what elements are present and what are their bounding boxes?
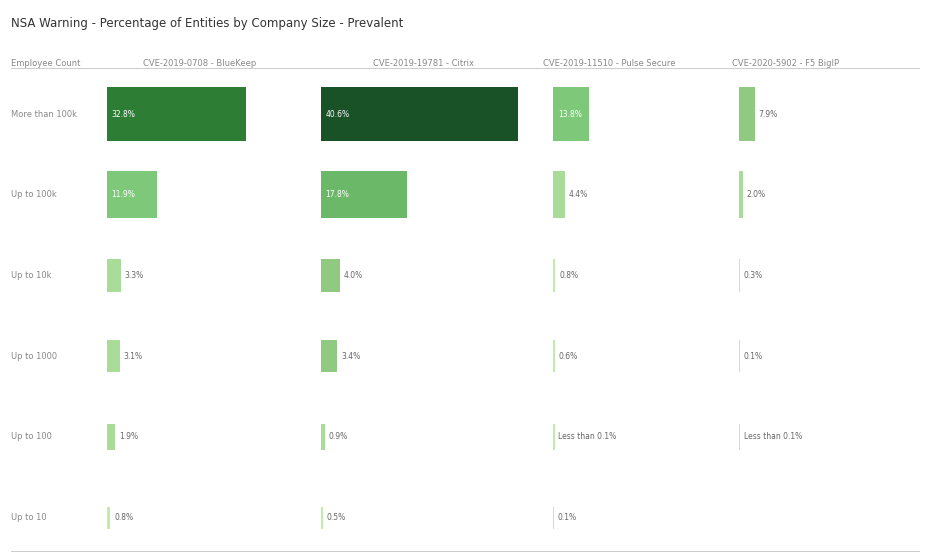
Bar	[321, 258, 340, 292]
Bar	[107, 340, 120, 372]
Text: CVE-2019-11510 - Pulse Secure: CVE-2019-11510 - Pulse Secure	[543, 59, 675, 68]
Text: 7.9%: 7.9%	[759, 109, 777, 118]
Text: 3.3%: 3.3%	[125, 271, 144, 280]
Bar	[553, 424, 554, 450]
Bar	[107, 507, 111, 528]
Text: CVE-2019-0708 - BlueKeep: CVE-2019-0708 - BlueKeep	[143, 59, 257, 68]
Text: 0.8%: 0.8%	[559, 271, 578, 280]
Bar	[321, 340, 338, 372]
Bar	[107, 258, 121, 292]
Bar	[553, 171, 565, 218]
Bar	[321, 507, 324, 528]
Text: Up to 1000: Up to 1000	[11, 352, 58, 360]
Text: More than 100k: More than 100k	[11, 109, 77, 118]
Text: Up to 100: Up to 100	[11, 432, 52, 441]
Text: 0.3%: 0.3%	[744, 271, 763, 280]
Text: Up to 100k: Up to 100k	[11, 190, 57, 199]
Text: Less than 0.1%: Less than 0.1%	[558, 432, 617, 441]
Bar	[553, 340, 555, 372]
Text: Employee Count: Employee Count	[11, 59, 81, 68]
Text: 3.1%: 3.1%	[124, 352, 143, 360]
Text: 40.6%: 40.6%	[326, 109, 350, 118]
Bar	[739, 424, 740, 450]
Bar	[553, 86, 589, 142]
Text: 11.9%: 11.9%	[112, 190, 136, 199]
Text: NSA Warning - Percentage of Entities by Company Size - Prevalent: NSA Warning - Percentage of Entities by …	[11, 17, 404, 30]
Bar	[739, 86, 755, 142]
Text: 4.4%: 4.4%	[568, 190, 588, 199]
Text: 17.8%: 17.8%	[326, 190, 350, 199]
Text: 1.9%: 1.9%	[119, 432, 138, 441]
Text: 3.4%: 3.4%	[341, 352, 360, 360]
Bar	[321, 171, 407, 218]
Bar	[321, 424, 325, 450]
Bar	[321, 86, 518, 142]
Text: 0.5%: 0.5%	[327, 513, 346, 522]
Text: 0.8%: 0.8%	[114, 513, 133, 522]
Bar	[107, 171, 157, 218]
Text: 32.8%: 32.8%	[112, 109, 136, 118]
Text: 0.9%: 0.9%	[329, 432, 348, 441]
Bar	[107, 424, 115, 450]
Text: Less than 0.1%: Less than 0.1%	[744, 432, 803, 441]
Bar	[739, 171, 743, 218]
Text: 0.1%: 0.1%	[743, 352, 763, 360]
Text: CVE-2020-5902 - F5 BigIP: CVE-2020-5902 - F5 BigIP	[732, 59, 840, 68]
Text: CVE-2019-19781 - Citrix: CVE-2019-19781 - Citrix	[373, 59, 473, 68]
Text: Up to 10: Up to 10	[11, 513, 46, 522]
Text: 0.1%: 0.1%	[557, 513, 577, 522]
Text: 13.8%: 13.8%	[558, 109, 582, 118]
Text: Up to 10k: Up to 10k	[11, 271, 52, 280]
Bar	[107, 86, 246, 142]
Bar	[553, 258, 555, 292]
Text: 0.6%: 0.6%	[559, 352, 578, 360]
Text: 2.0%: 2.0%	[747, 190, 766, 199]
Text: 4.0%: 4.0%	[344, 271, 364, 280]
